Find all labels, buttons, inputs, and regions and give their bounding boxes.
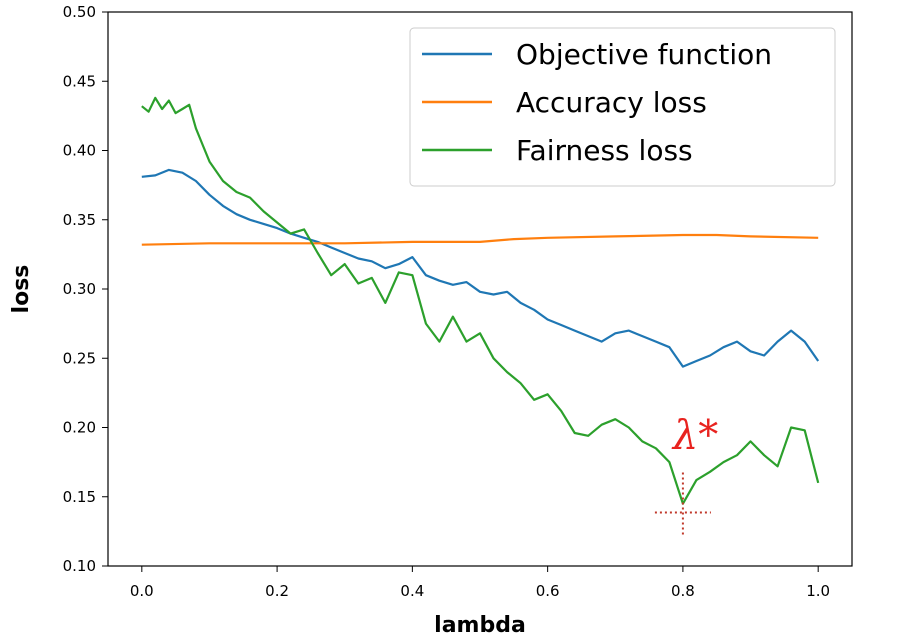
annotation-label: λ*	[671, 412, 718, 458]
legend-label: Objective function	[516, 38, 772, 71]
legend-label: Accuracy loss	[516, 86, 707, 119]
y-tick-label: 0.20	[63, 419, 96, 437]
series-line-2	[141, 96, 820, 505]
y-tick-label: 0.10	[63, 557, 96, 575]
y-tick-label: 0.25	[63, 349, 96, 367]
x-tick-label: 1.0	[806, 582, 830, 600]
series-line-1	[141, 233, 819, 246]
y-tick-label: 0.45	[63, 72, 96, 90]
y-tick-label: 0.15	[63, 488, 96, 506]
x-tick-label: 0.6	[536, 582, 560, 600]
series-line-0	[141, 168, 820, 368]
y-tick-label: 0.35	[63, 211, 96, 229]
legend: Objective function Accuracy loss Fairness …	[409, 27, 836, 187]
legend-box	[409, 27, 836, 187]
x-axis-title: lambda	[434, 613, 526, 638]
y-tick-label: 0.40	[63, 142, 96, 160]
plot-lines	[141, 96, 820, 505]
x-tick-label: 0.4	[400, 582, 424, 600]
legend-label: Fairness loss	[516, 134, 693, 167]
y-axis: 0.10 0.15 0.20 0.25 0.30 0.35 0.40 0.45 0.50	[63, 3, 108, 575]
y-axis-title: loss	[9, 265, 34, 314]
x-axis: 0.0 0.2 0.4 0.6 0.8 1.0	[130, 566, 830, 600]
x-tick-label: 0.2	[265, 582, 289, 600]
annotation-layer: λ*	[654, 412, 718, 537]
y-tick-label: 0.50	[63, 3, 96, 21]
y-tick-label: 0.30	[63, 280, 96, 298]
x-tick-label: 0.0	[130, 582, 154, 600]
x-tick-label: 0.8	[671, 582, 695, 600]
